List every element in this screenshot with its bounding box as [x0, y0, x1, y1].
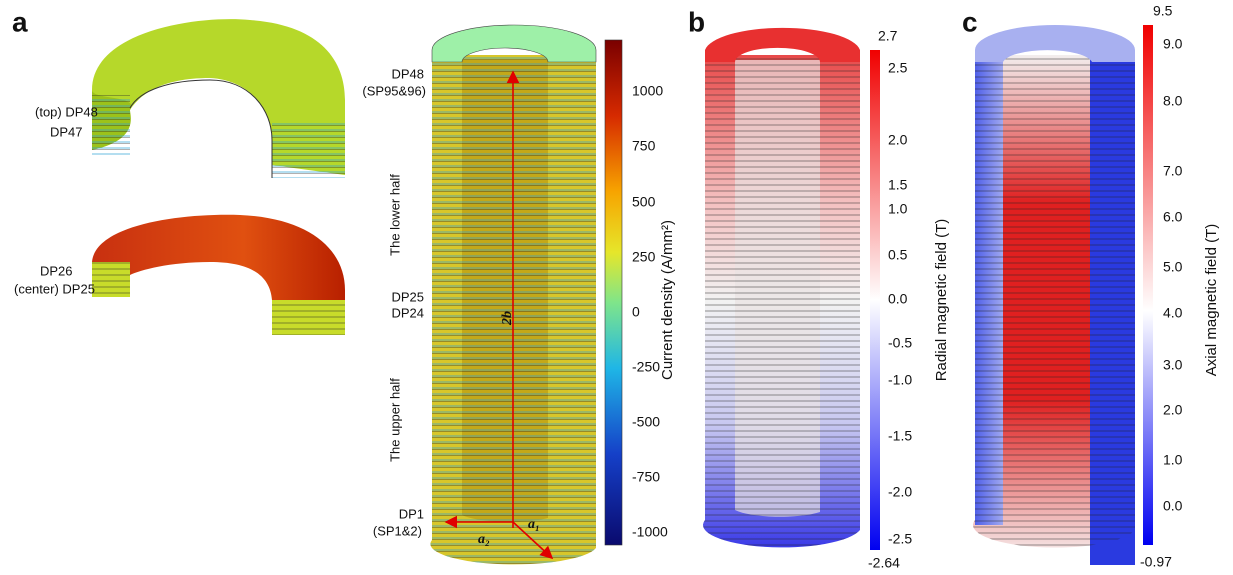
coil-label: The lower half: [387, 174, 402, 256]
panel-label: a: [12, 6, 28, 37]
colorbar-tick-label: 2.0: [1163, 402, 1183, 418]
colorbar-tick-label: 8.0: [1163, 93, 1183, 109]
colorbar-ticks: 2.5 2.0 1.5 1.0 0.5 0.0 -0.5 -1.0 -1.5 -2.0 -2.5: [888, 60, 912, 547]
ring-label: DP26: [40, 263, 73, 278]
dimension-label: a₂: [478, 532, 490, 547]
colorbar-tick-label: -250: [632, 359, 660, 375]
colorbar: [1143, 25, 1153, 545]
dimension-label: 2b: [500, 311, 515, 326]
colorbar-title: Radial magnetic field (T): [933, 219, 950, 382]
colorbar-tick-label: 2.5: [888, 60, 908, 76]
coil-label: DP24: [391, 305, 424, 320]
coil-label: DP25: [391, 289, 424, 304]
ring-label: DP47: [50, 124, 83, 139]
colorbar-ticks: 9.0 8.0 7.0 6.0 5.0 4.0 3.0 2.0 1.0 0.0: [1163, 36, 1183, 514]
colorbar-tick-label: 250: [632, 249, 656, 265]
colorbar-tick-label: 1.0: [888, 201, 908, 217]
colorbar-min: -0.97: [1140, 554, 1172, 570]
colorbar-tick-label: -750: [632, 469, 660, 485]
colorbar-tick-label: 750: [632, 138, 656, 154]
colorbar-tick-label: -2.5: [888, 531, 912, 547]
ring-label: (center) DP25: [14, 281, 95, 296]
colorbar-tick-label: 5.0: [1163, 259, 1183, 275]
coil-label: DP1: [399, 506, 424, 521]
colorbar-tick-label: -0.5: [888, 335, 912, 351]
coil-label: The upper half: [387, 378, 402, 462]
panel-label: c: [962, 6, 978, 37]
colorbar-title: Axial magnetic field (T): [1203, 224, 1220, 377]
colorbar-min: -2.64: [868, 555, 900, 571]
colorbar-tick-label: 9.0: [1163, 36, 1183, 52]
colorbar: [604, 39, 623, 546]
coil-label: (SP1&2): [373, 523, 422, 538]
colorbar-tick-label: -1.5: [888, 428, 912, 444]
coil-label: (SP95&96): [362, 83, 426, 98]
colorbar-max: 2.7: [878, 28, 898, 44]
panel-label: b: [688, 6, 705, 37]
arrow: [512, 521, 554, 560]
coil-b: [702, 27, 860, 548]
colorbar-tick-label: 500: [632, 194, 656, 210]
colorbar: [870, 50, 880, 550]
colorbar-tick-label: 0.5: [888, 247, 908, 263]
colorbar-title: Current density (A/mm²): [659, 220, 676, 380]
colorbar-ticks: 1000 750 500 250 0 -250 -500 -750 -1000: [632, 83, 668, 540]
colorbar-tick-label: 7.0: [1163, 163, 1183, 179]
colorbar-tick-label: 1.5: [888, 177, 908, 193]
coil-c: [972, 25, 1135, 565]
colorbar-tick-label: 4.0: [1163, 305, 1183, 321]
colorbar-max: 9.5: [1153, 3, 1173, 19]
colorbar-tick-label: 6.0: [1163, 209, 1183, 225]
colorbar-tick-label: -1000: [632, 524, 668, 540]
ring-label: (top) DP48: [35, 104, 98, 119]
top-ring: [92, 19, 345, 178]
colorbar-tick-label: -1.0: [888, 372, 912, 388]
colorbar-tick-label: -500: [632, 414, 660, 430]
center-ring: [92, 214, 345, 335]
colorbar-tick-label: -2.0: [888, 484, 912, 500]
colorbar-tick-label: 3.0: [1163, 357, 1183, 373]
coil-label: DP48: [391, 66, 424, 81]
colorbar-tick-label: 0.0: [1163, 498, 1183, 514]
colorbar-tick-label: 0.0: [888, 291, 908, 307]
colorbar-tick-label: 0: [632, 304, 640, 320]
colorbar-tick-label: 1000: [632, 83, 663, 99]
colorbar-tick-label: 2.0: [888, 132, 908, 148]
colorbar-tick-label: 1.0: [1163, 452, 1183, 468]
dimension-label: a₁: [528, 517, 540, 532]
